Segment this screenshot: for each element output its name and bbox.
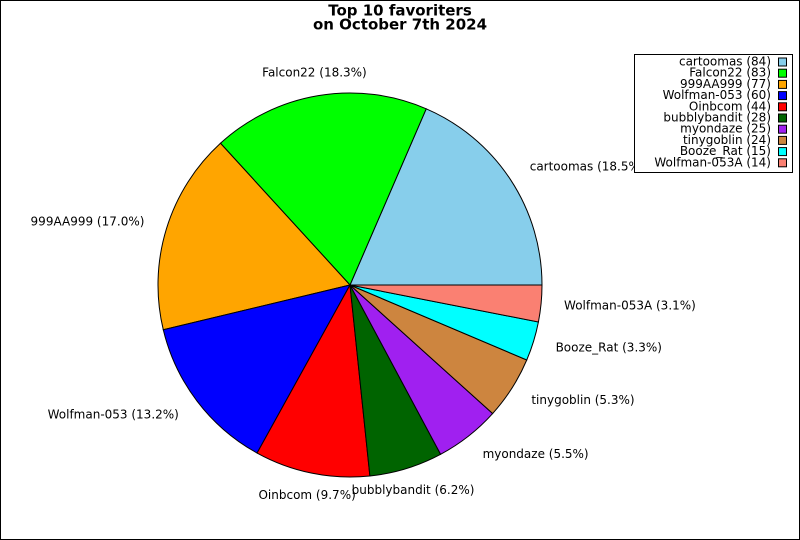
chart-title: Top 10 favoriters [328, 2, 472, 20]
legend-label: tinygoblin (24) [683, 133, 771, 147]
legend-swatch [778, 147, 787, 157]
legend-label: Falcon22 (83) [689, 66, 771, 80]
legend-swatch [778, 91, 787, 101]
legend-label: Wolfman-053 (60) [663, 88, 771, 102]
legend-swatch [778, 68, 787, 78]
slice-label: 999AA999 (17.0%) [31, 214, 145, 228]
pie-slice [349, 108, 543, 286]
slice-label: Oinbcom (9.7%) [258, 488, 355, 502]
slice-label: Falcon22 (18.3%) [262, 65, 367, 79]
pie-slice [219, 92, 427, 286]
legend-swatch [778, 79, 787, 89]
legend-label: Booze_Rat (15) [680, 144, 771, 158]
legend-swatch [778, 124, 787, 134]
pie-slice [349, 284, 543, 323]
legend-swatch [778, 113, 787, 123]
slice-label: tinygoblin (5.3%) [531, 393, 634, 407]
slice-label: bubblybandit (6.2%) [352, 483, 475, 497]
slice-label: Booze_Rat (3.3%) [556, 341, 662, 355]
legend-swatch [778, 158, 787, 168]
legend-swatch [778, 57, 787, 67]
slice-label: cartoomas (18.5%) [530, 159, 645, 173]
legend-label: Oinbcom (44) [689, 99, 771, 113]
chart-title: on October 7th 2024 [313, 16, 487, 34]
legend-label: bubblybandit (28) [663, 111, 771, 125]
legend-label: myondaze (25) [680, 122, 771, 136]
legend-swatch [778, 102, 787, 112]
pie-slice [162, 284, 351, 454]
pie-slice [256, 283, 371, 478]
slice-label: Wolfman-053 (13.2%) [48, 408, 179, 422]
legend-label: Wolfman-053A (14) [654, 155, 771, 169]
pie-slice [157, 142, 351, 331]
slice-label: myondaze (5.5%) [483, 447, 589, 461]
legend-swatch [778, 135, 787, 145]
slice-label: Wolfman-053A (3.1%) [564, 298, 696, 312]
legend-box [634, 54, 793, 173]
legend-label: 999AA999 (77) [680, 77, 771, 91]
legend-label: cartoomas (84) [679, 55, 771, 69]
